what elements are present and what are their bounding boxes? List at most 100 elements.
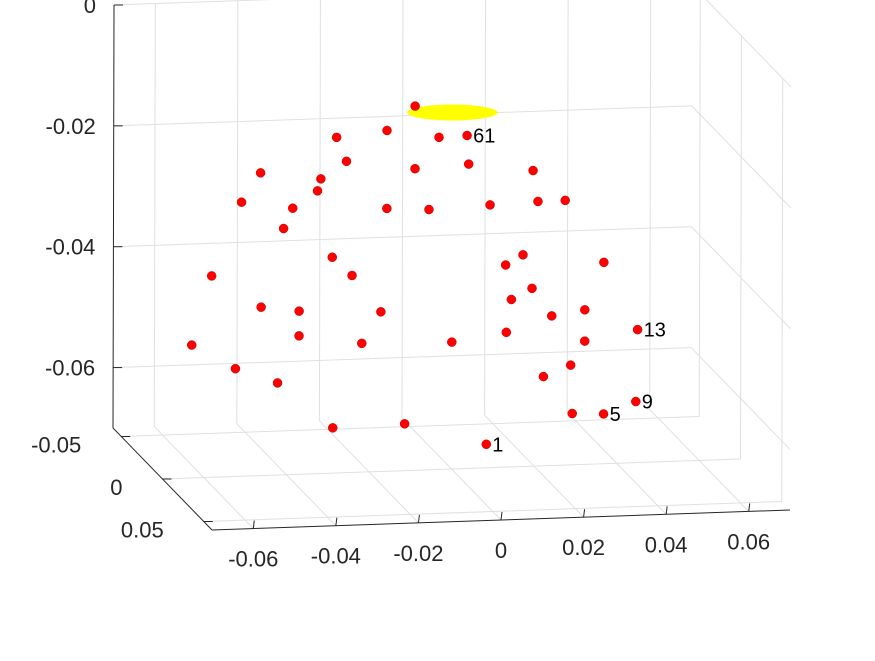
grid-line-z-side	[691, 105, 792, 209]
data-point-label: 1	[492, 434, 503, 456]
z-tick-label: -0.04	[45, 235, 95, 260]
data-point	[278, 223, 289, 234]
grid-line-y-side	[740, 35, 742, 460]
data-point	[312, 186, 323, 196]
data-point	[347, 270, 357, 281]
data-point	[567, 408, 577, 419]
data-point	[327, 252, 338, 262]
grid-line-x-back	[236, 0, 239, 424]
data-point	[255, 168, 266, 178]
data-point	[357, 338, 367, 349]
data-point	[506, 294, 517, 305]
data-point	[632, 324, 643, 335]
x-tick-mark	[417, 514, 420, 523]
z-axis-line	[112, 4, 115, 429]
x-tick-label: -0.04	[311, 544, 361, 569]
data-point	[294, 331, 304, 341]
data-point	[447, 337, 457, 347]
data-point	[382, 203, 392, 214]
data-point	[341, 156, 352, 167]
grid-line-x-back	[318, 0, 321, 421]
data-point-label: 5	[610, 404, 621, 426]
grid-line-y-side	[781, 78, 784, 502]
grid-line-y-floor	[162, 458, 741, 480]
data-point	[410, 163, 420, 174]
x-tick-label: 0.06	[727, 529, 770, 554]
data-point	[533, 196, 543, 207]
data-point	[565, 360, 576, 370]
grid-line-y-floor	[121, 416, 700, 437]
data-point	[538, 371, 549, 382]
points-layer	[186, 101, 643, 450]
data-point	[399, 419, 410, 429]
grid-line-z-side	[705, 0, 792, 88]
y-tick-label: 0.05	[121, 518, 164, 543]
ellipse-layer	[407, 104, 498, 121]
grid-line-y-floor	[203, 501, 782, 522]
grid-line-y-side	[698, 0, 701, 417]
data-point	[424, 204, 434, 215]
z-tick-label: 0	[84, 0, 96, 18]
x-tick-label: 0	[495, 538, 507, 563]
z-tick-label: -0.06	[45, 356, 95, 381]
data-point	[236, 197, 247, 207]
data-point	[410, 101, 420, 111]
axes-layer: -0.06 -0.04 -0.02 0 0.02 0.04 0.06 -0.05 0 0.05 -0…	[31, 0, 791, 572]
data-point	[528, 165, 538, 176]
grid-line-x-back	[566, 0, 569, 413]
data-point	[500, 260, 511, 270]
data-point	[501, 327, 512, 338]
y-tick-label: 0	[110, 475, 122, 500]
data-point	[485, 200, 495, 210]
data-point	[376, 307, 386, 317]
x-tick-mark	[335, 517, 338, 526]
data-point	[579, 336, 590, 346]
data-point	[186, 340, 197, 350]
grid-line-x-back	[153, 3, 156, 427]
grid-line-x-back	[649, 0, 652, 410]
data-point	[327, 423, 338, 433]
x-tick-mark	[252, 520, 255, 529]
data-point-label: 61	[473, 125, 495, 147]
surface-ellipse	[407, 104, 498, 121]
x-tick-label: 0.04	[645, 532, 688, 557]
y-tick-label: -0.05	[31, 433, 81, 458]
data-point-label: 13	[644, 320, 666, 342]
data-point	[287, 203, 298, 213]
data-point	[316, 174, 326, 184]
data-point	[560, 195, 570, 206]
data-point	[598, 409, 609, 419]
data-point	[527, 283, 537, 294]
x-tick-mark	[583, 509, 586, 518]
grid-layer	[113, 0, 792, 529]
data-point	[206, 271, 217, 281]
data-point	[256, 302, 266, 312]
data-point	[546, 311, 557, 321]
grid-line-x-back	[484, 0, 487, 416]
data-point	[434, 132, 444, 143]
z-tick-label: -0.02	[46, 114, 96, 139]
data-point	[462, 130, 472, 141]
data-point-label: 9	[642, 392, 653, 414]
x-tick-mark	[665, 506, 668, 515]
grid-line-z-back	[113, 347, 692, 369]
data-point	[631, 396, 641, 407]
x-tick-label: 0.02	[562, 535, 605, 560]
x-tick-label: -0.02	[393, 541, 443, 566]
x-tick-mark	[748, 503, 751, 512]
x-tick-label: -0.06	[228, 547, 278, 572]
data-point	[580, 305, 590, 315]
data-point	[382, 125, 392, 136]
data-point	[463, 159, 474, 169]
grid-line-z-back	[113, 226, 692, 248]
data-point	[331, 132, 342, 143]
grid-line-z-side	[690, 347, 791, 450]
data-point	[518, 250, 528, 260]
grid-line-x-back	[401, 0, 404, 419]
data-point	[230, 363, 241, 374]
grid-line-z-back	[113, 105, 692, 127]
grid-line-z-side	[691, 226, 791, 330]
grid-line-z-back	[113, 0, 273, 6]
